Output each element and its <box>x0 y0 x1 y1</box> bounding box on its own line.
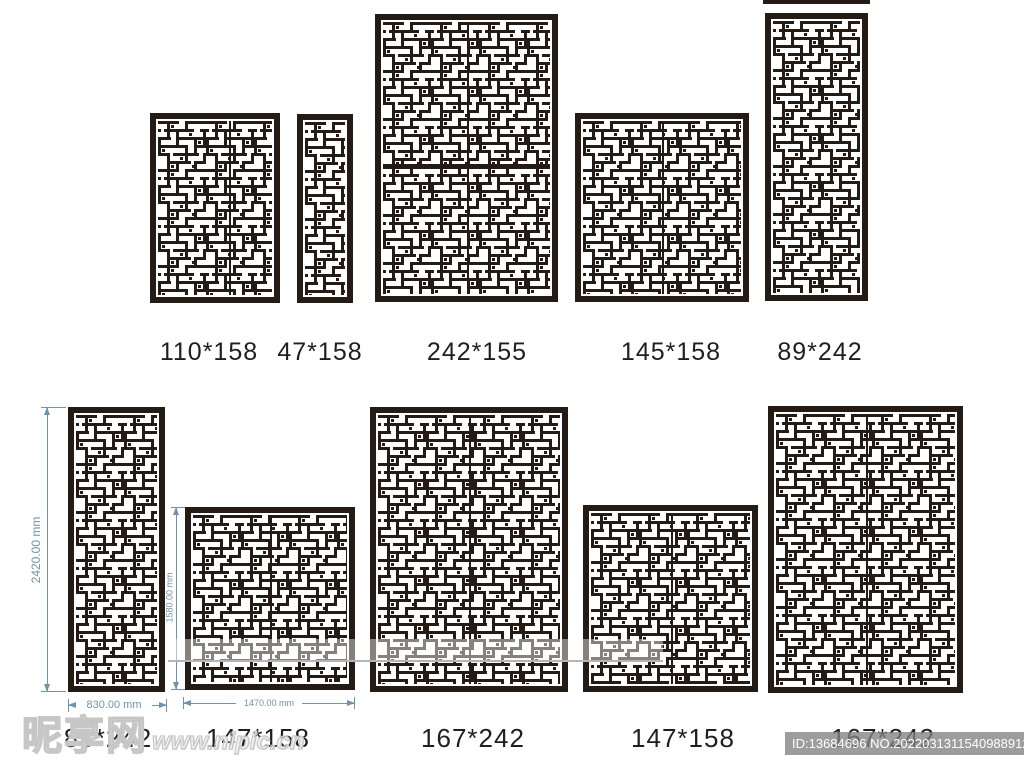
dimension-line-vertical <box>47 407 48 692</box>
dimension-label-height: 2420.00 mm <box>29 516 43 584</box>
panel-seam <box>270 515 272 682</box>
lattice-panel-110x158 <box>150 113 280 303</box>
lattice-panel-89x242 <box>765 13 868 301</box>
panel-seam <box>670 513 673 684</box>
panel-seam <box>662 121 664 294</box>
lattice-art <box>158 121 272 295</box>
dimension-label-width: 1470.00 mm <box>236 698 302 709</box>
panel-size-label: 110*158 <box>159 338 259 366</box>
dimension-tick <box>171 507 185 508</box>
lattice-art <box>305 122 345 295</box>
dimension-tick <box>41 691 66 692</box>
lattice-panel-147x158-right <box>583 505 758 692</box>
panel-size-label: 89*242 <box>777 338 863 366</box>
dimension-label-height: 1580.00 mm <box>164 572 175 623</box>
dimension-arrow <box>347 700 355 706</box>
dimension-tick <box>354 697 355 709</box>
panel-seam <box>865 414 868 685</box>
lattice-art <box>76 415 157 684</box>
lattice-panel-47x158 <box>297 114 353 303</box>
dimension-arrow <box>159 702 167 708</box>
dimension-tick <box>68 699 69 712</box>
dimension-line-vertical <box>176 507 177 690</box>
lattice-panel-83x242 <box>68 407 165 692</box>
panel-seam <box>229 121 232 295</box>
panel-seam <box>383 163 550 169</box>
lattice-art <box>773 21 860 293</box>
dimension-arrow <box>173 507 179 515</box>
panel-size-label: 242*155 <box>426 338 528 366</box>
lattice-panel-242x155 <box>375 14 558 302</box>
dimension-arrow <box>183 700 191 706</box>
panel-size-label: 47*158 <box>277 338 363 366</box>
panel-size-label: 145*158 <box>620 338 722 366</box>
panel-size-label: 167*242 <box>421 723 525 753</box>
lattice-panel-147x158-left <box>185 507 355 690</box>
panel-seam <box>466 22 469 294</box>
dimension-tick <box>183 697 184 709</box>
dimension-arrow <box>173 682 179 690</box>
cropped-panel-fragment <box>763 0 870 4</box>
image-id-bar: ID:13684696 NO.20220313115409889121 <box>785 732 1024 755</box>
dimension-arrow <box>68 702 76 708</box>
dimension-tick <box>41 407 66 408</box>
lattice-panel-145x158 <box>575 113 749 302</box>
lattice-panel-167x242-right <box>768 406 963 693</box>
panel-seam <box>469 415 471 684</box>
dimension-arrow <box>44 684 50 692</box>
lattice-panel-167x242-left <box>370 407 568 692</box>
dimension-tick <box>171 689 185 690</box>
panel-size-label: 83*242 <box>63 723 153 753</box>
dimension-arrow <box>44 407 50 415</box>
panel-size-label: 147*158 <box>631 723 735 753</box>
dimension-label-width: 830.00 mm <box>76 699 152 712</box>
panel-size-label: 147*158 <box>206 723 310 753</box>
dimension-tick <box>166 699 167 712</box>
